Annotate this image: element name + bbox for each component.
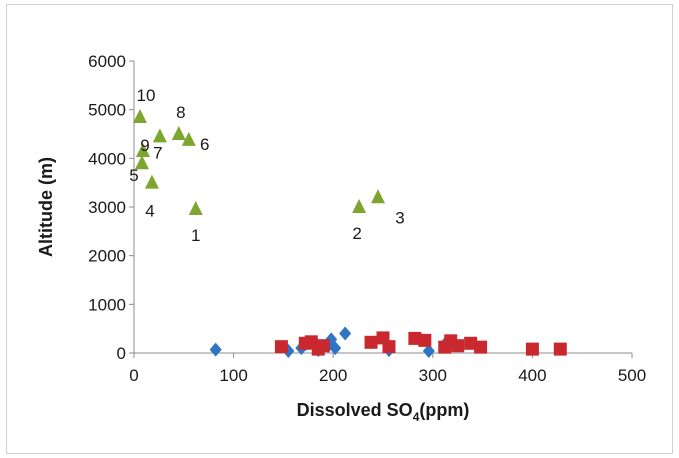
point-label: 8 xyxy=(176,103,185,122)
triangle-point xyxy=(371,189,386,204)
point-label: 5 xyxy=(129,166,138,185)
x-tick-label: 300 xyxy=(419,366,447,385)
triangle-point xyxy=(171,126,186,140)
square-point xyxy=(451,339,465,353)
x-axis-title-main: Dissolved SO xyxy=(297,400,413,420)
y-tick-label: 5000 xyxy=(88,101,126,120)
triangle-point xyxy=(181,131,196,146)
data-points xyxy=(132,108,567,359)
triangle-point xyxy=(144,174,159,189)
x-axis: 0 100 200 300 400 500 xyxy=(129,352,646,385)
square-point xyxy=(474,340,488,354)
x-tick-label: 400 xyxy=(518,366,546,385)
point-label: 6 xyxy=(200,135,209,154)
square-point xyxy=(274,340,288,354)
square-point xyxy=(408,331,422,345)
point-label: 10 xyxy=(137,86,156,105)
point-labels: 1 2 3 45 6 7 8 9 10 xyxy=(129,86,405,245)
triangle-point xyxy=(352,199,367,213)
y-tick-label: 6000 xyxy=(88,52,126,71)
chart-frame xyxy=(6,4,673,454)
square-point xyxy=(464,336,478,350)
diamond-point xyxy=(339,326,352,341)
y-tick-label: 3000 xyxy=(88,198,126,217)
square-point xyxy=(316,339,330,353)
x-tick-label: 500 xyxy=(618,366,646,385)
square-point xyxy=(418,333,432,347)
x-tick-label: 0 xyxy=(129,366,138,385)
point-label: 3 xyxy=(395,208,404,227)
point-label: 1 xyxy=(191,226,200,245)
point-label: 2 xyxy=(352,224,361,243)
square-point xyxy=(364,335,378,349)
x-axis-title: Dissolved SO4(ppm) xyxy=(297,400,470,424)
x-tick-label: 200 xyxy=(319,366,347,385)
triangle-point xyxy=(132,108,147,123)
x-axis-title-suffix: (ppm) xyxy=(419,400,469,420)
square-point xyxy=(525,342,539,356)
y-axis-title: Altitude (m) xyxy=(36,157,56,257)
x-axis-title-subscript: 4 xyxy=(413,410,420,424)
point-label: 7 xyxy=(153,143,162,162)
triangle-point xyxy=(134,155,149,170)
point-label: 9 xyxy=(140,136,149,155)
y-tick-label: 2000 xyxy=(88,247,126,266)
y-tick-label: 4000 xyxy=(88,149,126,168)
y-tick-label: 1000 xyxy=(88,295,126,314)
y-axis: 0 1000 2000 3000 4000 5000 6000 xyxy=(88,52,135,363)
square-point xyxy=(553,342,567,356)
point-label: 4 xyxy=(145,202,154,221)
diamond-point xyxy=(422,344,435,359)
diamond-point xyxy=(209,342,222,357)
triangle-point xyxy=(135,143,150,158)
x-tick-label: 100 xyxy=(219,366,247,385)
y-tick-label: 0 xyxy=(117,344,126,363)
triangle-point xyxy=(152,128,167,143)
triangle-point xyxy=(188,200,203,215)
diamond-point xyxy=(329,341,342,356)
square-point xyxy=(382,340,396,354)
